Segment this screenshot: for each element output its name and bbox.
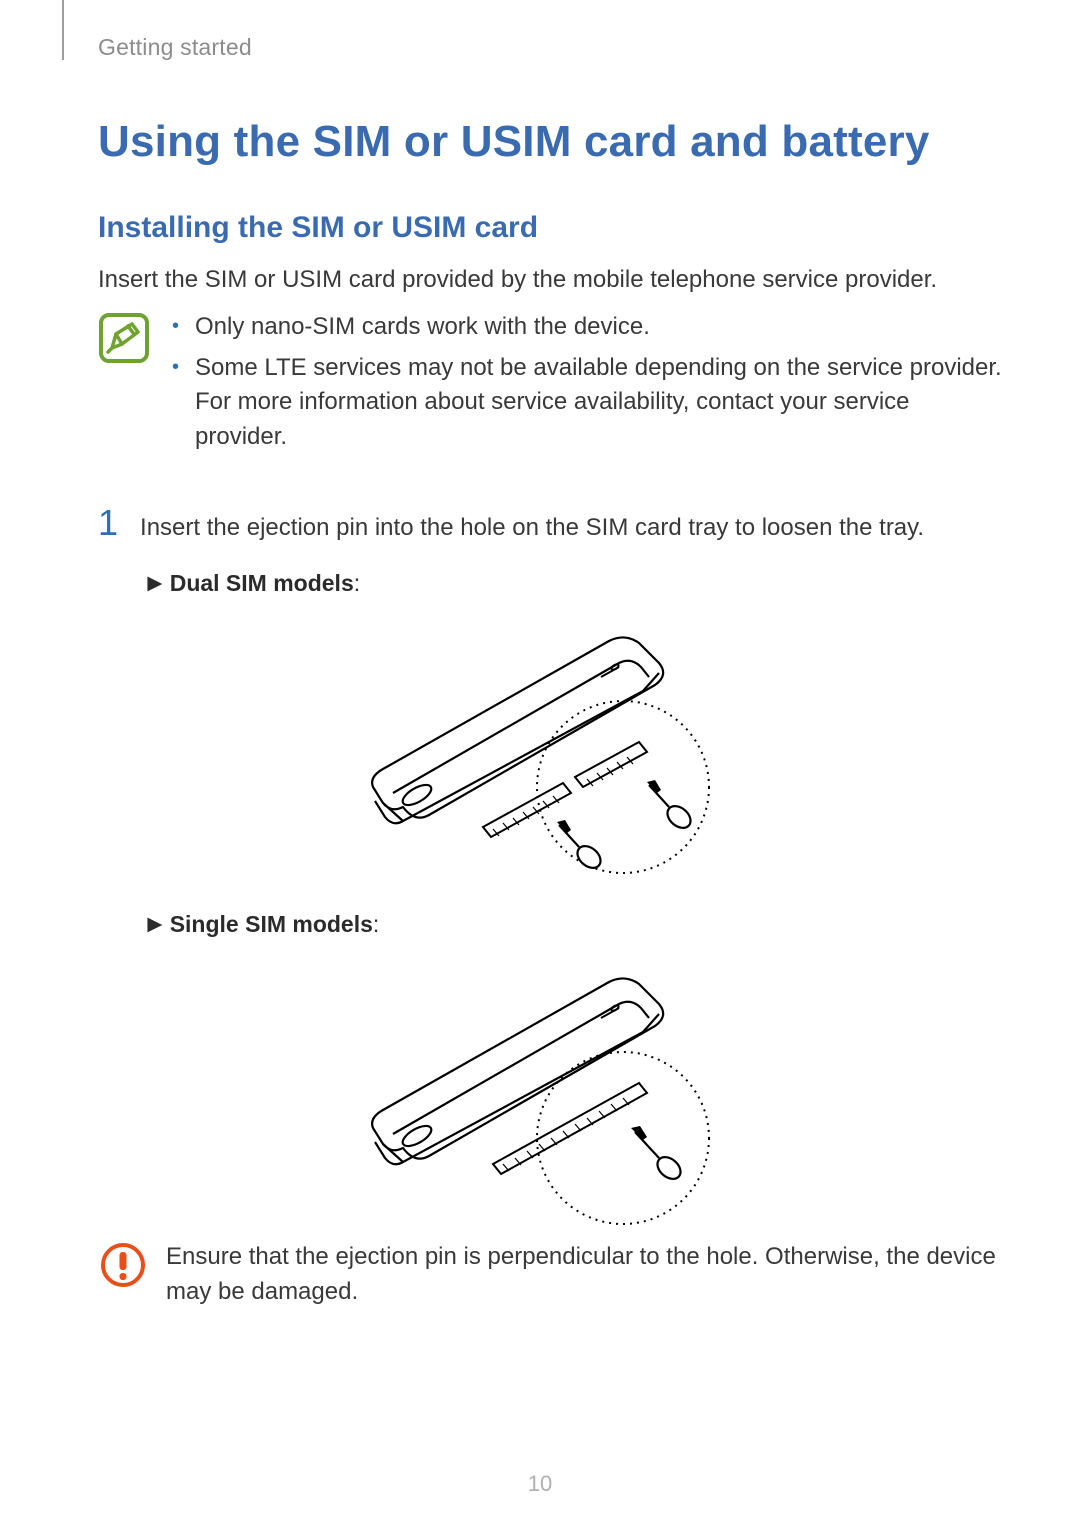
dual-sim-label-suffix: : (354, 570, 360, 596)
triangle-icon: ▶ (147, 571, 162, 594)
breadcrumb: Getting started (98, 34, 1008, 61)
bullet-dot-icon: • (168, 310, 183, 345)
page-content: Getting started Using the SIM or USIM ca… (98, 34, 1008, 1309)
step-text: Insert the ejection pin into the hole on… (140, 511, 1008, 546)
note-pencil-icon (98, 312, 150, 364)
dual-sim-label: ▶ Dual SIM models: (146, 570, 1008, 597)
section-subtitle: Installing the SIM or USIM card (98, 211, 1008, 245)
note-bullet-1-text: Only nano-SIM cards work with the device… (195, 310, 650, 345)
caution-text: Ensure that the ejection pin is perpendi… (166, 1240, 1008, 1310)
note-bullet-1: • Only nano-SIM cards work with the devi… (168, 310, 1008, 345)
single-sim-illustration (98, 948, 1008, 1228)
triangle-icon: ▶ (147, 912, 162, 935)
intro-text: Insert the SIM or USIM card provided by … (98, 263, 1008, 298)
bullet-dot-icon: • (168, 351, 183, 455)
note-bullet-2: • Some LTE services may not be available… (168, 351, 1008, 455)
note-bullet-2-text: Some LTE services may not be available d… (195, 351, 1008, 455)
page-title: Using the SIM or USIM card and battery (98, 117, 1008, 167)
note-block: • Only nano-SIM cards work with the devi… (98, 312, 1008, 461)
left-margin-rule (62, 0, 64, 60)
single-sim-label-suffix: : (373, 911, 379, 937)
page-number: 10 (0, 1471, 1080, 1497)
single-sim-label: ▶ Single SIM models: (146, 911, 1008, 938)
caution-exclamation-icon (98, 1240, 148, 1290)
dual-sim-label-text: Dual SIM models (170, 570, 354, 596)
caution-block: Ensure that the ejection pin is perpendi… (98, 1240, 1008, 1310)
single-sim-label-text: Single SIM models (170, 911, 373, 937)
dual-sim-illustration (98, 607, 1008, 887)
note-list: • Only nano-SIM cards work with the devi… (168, 310, 1008, 461)
step-number: 1 (98, 505, 118, 541)
step-1: 1 Insert the ejection pin into the hole … (98, 505, 1008, 546)
